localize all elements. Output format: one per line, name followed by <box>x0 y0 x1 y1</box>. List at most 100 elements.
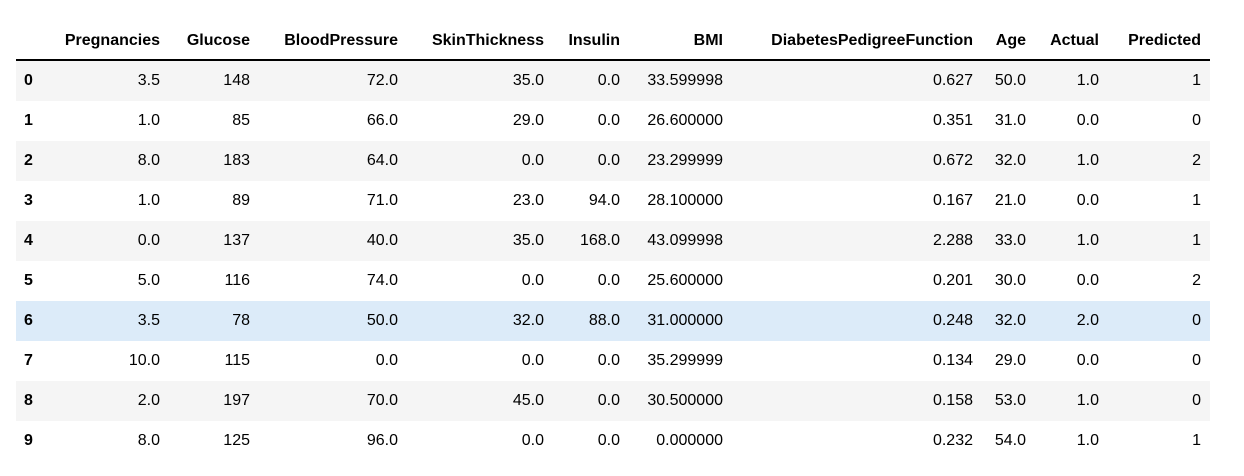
row-index: 2 <box>24 152 33 169</box>
cell-diabetespedigreefunction: 2.288 <box>932 232 973 249</box>
cell-age: 54.0 <box>994 432 1026 449</box>
cell-predicted: 0 <box>1192 352 1201 369</box>
cell-bloodpressure: 96.0 <box>366 432 398 449</box>
cell-predicted: 1 <box>1192 232 1201 249</box>
cell-skinthickness: 0.0 <box>521 352 544 369</box>
cell-bmi: 35.299999 <box>647 352 723 369</box>
cell-pregnancies: 0.0 <box>137 232 160 249</box>
cell-pregnancies: 2.0 <box>137 392 160 409</box>
cell-skinthickness: 29.0 <box>512 112 544 129</box>
cell-insulin: 0.0 <box>597 432 620 449</box>
cell-bloodpressure: 71.0 <box>366 192 398 209</box>
cell-insulin: 94.0 <box>588 192 620 209</box>
cell-predicted: 0 <box>1192 112 1201 129</box>
cell-actual: 0.0 <box>1076 112 1099 129</box>
cell-diabetespedigreefunction: 0.158 <box>932 392 973 409</box>
cell-bloodpressure: 40.0 <box>366 232 398 249</box>
table-row: 9 8.0 125 96.0 0.0 0.0 0.000000 0.232 54.0 1.0 1 <box>16 421 1210 461</box>
cell-glucose: 85 <box>232 112 250 129</box>
column-header-actual: Actual <box>1035 22 1108 61</box>
cell-bloodpressure: 74.0 <box>366 272 398 289</box>
cell-bloodpressure: 0.0 <box>375 352 398 369</box>
cell-glucose: 89 <box>232 192 250 209</box>
cell-bmi: 43.099998 <box>647 232 723 249</box>
cell-bmi: 25.600000 <box>647 272 723 289</box>
table-header: Pregnancies Glucose BloodPressure SkinTh… <box>16 22 1210 61</box>
cell-predicted: 1 <box>1192 432 1201 449</box>
cell-diabetespedigreefunction: 0.134 <box>932 352 973 369</box>
table-row: 3 1.0 89 71.0 23.0 94.0 28.100000 0.167 21.0 0.0 1 <box>16 181 1210 221</box>
column-header-predicted: Predicted <box>1108 22 1210 61</box>
cell-skinthickness: 0.0 <box>521 152 544 169</box>
column-header-age: Age <box>982 22 1035 61</box>
table-row: 0 3.5 148 72.0 35.0 0.0 33.599998 0.627 50.0 1.0 1 <box>16 60 1210 101</box>
cell-skinthickness: 0.0 <box>521 432 544 449</box>
cell-insulin: 168.0 <box>579 232 620 249</box>
cell-diabetespedigreefunction: 0.248 <box>932 312 973 329</box>
cell-insulin: 0.0 <box>597 392 620 409</box>
cell-age: 31.0 <box>994 112 1026 129</box>
column-header-insulin: Insulin <box>553 22 629 61</box>
table-row: 1 1.0 85 66.0 29.0 0.0 26.600000 0.351 31.0 0.0 0 <box>16 101 1210 141</box>
column-header-glucose: Glucose <box>169 22 259 61</box>
table-row: 5 5.0 116 74.0 0.0 0.0 25.600000 0.201 30.0 0.0 2 <box>16 261 1210 301</box>
cell-insulin: 88.0 <box>588 312 620 329</box>
cell-bmi: 28.100000 <box>647 192 723 209</box>
cell-predicted: 1 <box>1192 192 1201 209</box>
cell-bloodpressure: 70.0 <box>366 392 398 409</box>
cell-age: 50.0 <box>994 72 1026 89</box>
dataframe-container: Pregnancies Glucose BloodPressure SkinTh… <box>16 22 1210 461</box>
cell-bmi: 30.500000 <box>647 392 723 409</box>
cell-skinthickness: 35.0 <box>512 232 544 249</box>
cell-glucose: 148 <box>223 72 250 89</box>
cell-actual: 1.0 <box>1076 72 1099 89</box>
cell-bloodpressure: 64.0 <box>366 152 398 169</box>
table-row: 7 10.0 115 0.0 0.0 0.0 35.299999 0.134 29.0 0.0 0 <box>16 341 1210 381</box>
cell-actual: 0.0 <box>1076 352 1099 369</box>
cell-age: 29.0 <box>994 352 1026 369</box>
cell-glucose: 183 <box>223 152 250 169</box>
column-header-bmi: BMI <box>629 22 732 61</box>
table-row: 2 8.0 183 64.0 0.0 0.0 23.299999 0.672 32.0 1.0 2 <box>16 141 1210 181</box>
row-index: 3 <box>24 192 33 209</box>
row-index: 1 <box>24 112 33 129</box>
cell-actual: 0.0 <box>1076 192 1099 209</box>
table-row: 6 3.5 78 50.0 32.0 88.0 31.000000 0.248 32.0 2.0 0 <box>16 301 1210 341</box>
cell-bmi: 0.000000 <box>656 432 723 449</box>
cell-bloodpressure: 72.0 <box>366 72 398 89</box>
row-index: 8 <box>24 392 33 409</box>
cell-glucose: 116 <box>224 272 250 289</box>
cell-actual: 2.0 <box>1076 312 1099 329</box>
cell-age: 32.0 <box>994 152 1026 169</box>
cell-insulin: 0.0 <box>597 112 620 129</box>
cell-glucose: 137 <box>223 232 250 249</box>
cell-skinthickness: 0.0 <box>521 272 544 289</box>
cell-pregnancies: 10.0 <box>128 352 160 369</box>
cell-diabetespedigreefunction: 0.351 <box>932 112 973 129</box>
cell-diabetespedigreefunction: 0.167 <box>932 192 973 209</box>
cell-actual: 1.0 <box>1076 432 1099 449</box>
index-header <box>16 22 52 61</box>
row-index: 4 <box>24 232 33 249</box>
cell-predicted: 2 <box>1192 272 1201 289</box>
row-index: 6 <box>24 312 33 329</box>
cell-insulin: 0.0 <box>597 152 620 169</box>
cell-actual: 0.0 <box>1076 272 1099 289</box>
cell-glucose: 197 <box>223 392 250 409</box>
cell-bmi: 23.299999 <box>647 152 723 169</box>
cell-glucose: 78 <box>232 312 250 329</box>
cell-bmi: 26.600000 <box>647 112 723 129</box>
cell-pregnancies: 1.0 <box>137 192 160 209</box>
cell-predicted: 0 <box>1192 392 1201 409</box>
cell-actual: 1.0 <box>1076 232 1099 249</box>
column-header-bloodpressure: BloodPressure <box>259 22 407 61</box>
cell-bloodpressure: 50.0 <box>366 312 398 329</box>
table-row: 4 0.0 137 40.0 35.0 168.0 43.099998 2.288 33.0 1.… <box>16 221 1210 261</box>
cell-pregnancies: 3.5 <box>137 312 160 329</box>
cell-skinthickness: 23.0 <box>512 192 544 209</box>
cell-age: 21.0 <box>994 192 1026 209</box>
cell-predicted: 1 <box>1192 72 1201 89</box>
table-row: 8 2.0 197 70.0 45.0 0.0 30.500000 0.158 53.0 1.0 0 <box>16 381 1210 421</box>
column-header-diabetespedigreefunction: DiabetesPedigreeFunction <box>732 22 982 61</box>
cell-age: 32.0 <box>994 312 1026 329</box>
